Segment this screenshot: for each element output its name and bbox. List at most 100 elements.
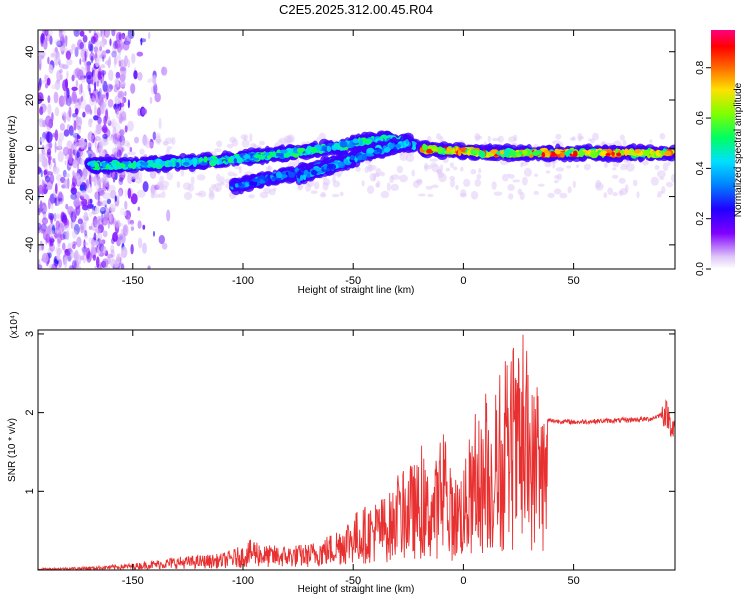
noise-blob (111, 121, 115, 128)
noise-blob (136, 51, 144, 57)
noise-blob (48, 198, 51, 210)
noise-blob (38, 118, 44, 123)
halo-blob (159, 175, 165, 183)
trace-blob (541, 152, 546, 158)
noise-blob (118, 60, 122, 67)
noise-blob (74, 108, 79, 115)
noise-blob (120, 67, 126, 72)
trace-blob (311, 169, 318, 176)
noise-blob (38, 226, 41, 234)
noise-blob (79, 137, 86, 150)
halo-blob (595, 182, 604, 191)
noise-blob (137, 237, 143, 249)
noise-blob (127, 99, 130, 109)
halo-blob (158, 193, 162, 199)
noise-blob (71, 181, 76, 192)
noise-blob (83, 239, 86, 249)
trace-blob (394, 144, 402, 148)
noise-blob (58, 132, 64, 142)
noise-blob (124, 188, 127, 198)
noise-blob (54, 79, 61, 91)
noise-blob (92, 254, 97, 261)
halo-blob (412, 180, 420, 189)
noise-blob (95, 93, 99, 103)
x-tick-label: -150 (122, 275, 144, 287)
noise-blob (115, 71, 121, 79)
spectrogram-frame (37, 29, 676, 270)
noise-blob (111, 30, 116, 37)
halo-blob (571, 136, 576, 142)
noise-blob (42, 79, 45, 85)
noise-blob (124, 200, 128, 210)
halo-blob (399, 152, 408, 161)
noise-blob (42, 33, 45, 40)
noise-blob (107, 99, 114, 108)
halo-blob (533, 190, 539, 195)
trace-blob (605, 152, 611, 157)
noise-blob (57, 56, 61, 62)
trace-blob (616, 152, 622, 157)
noise-blob (43, 158, 49, 170)
halo-blob (667, 161, 671, 166)
trace-blob (151, 163, 158, 168)
noise-blob (119, 111, 122, 121)
trace-blob (579, 151, 586, 155)
noise-blob (94, 206, 100, 214)
halo-blob (248, 194, 255, 199)
halo-blob (460, 166, 464, 172)
noise-blob (46, 225, 53, 234)
noise-blob (74, 250, 79, 262)
noise-blob (72, 149, 76, 156)
noise-blob (62, 96, 69, 106)
noise-blob (106, 173, 113, 178)
noise-blob (93, 74, 96, 83)
trace-blob (503, 151, 510, 156)
noise-blob (57, 181, 61, 186)
spectrogram-ticks: -150 -100 -50 0 50 -40 -20 0 20 40 (24, 30, 675, 287)
noise-blob (130, 244, 134, 255)
halo-blob (552, 160, 556, 169)
halo-blob (369, 172, 376, 182)
halo-blob (618, 177, 626, 184)
noise-blob (79, 58, 82, 65)
noise-blob (142, 242, 147, 254)
halo-blob (405, 154, 415, 162)
noise-blob (100, 70, 107, 76)
trace-blob (466, 149, 471, 156)
noise-blob (98, 201, 101, 207)
noise-blob (42, 233, 48, 240)
noise-blob (65, 50, 71, 60)
noise-blob (105, 30, 111, 38)
noise-blob (71, 74, 75, 82)
noise-blob (40, 137, 45, 143)
halo-blob (380, 171, 385, 177)
halo-blob (182, 182, 192, 191)
noise-blob (111, 50, 117, 58)
noise-blob (90, 43, 94, 54)
trace-blob (127, 163, 135, 169)
halo-blob (136, 171, 143, 180)
noise-blob (106, 198, 112, 205)
noise-blob (124, 55, 128, 67)
trace-blob (228, 157, 232, 163)
trace-blob (263, 152, 271, 156)
halo-blob (102, 139, 109, 146)
noise-blob (77, 122, 82, 134)
noise-blob (147, 78, 152, 84)
halo-blob (654, 165, 660, 170)
noise-blob (73, 199, 80, 207)
halo-blob (650, 176, 660, 186)
noise-blob (47, 56, 50, 65)
noise-blob (92, 88, 99, 95)
noise-blob (121, 34, 126, 44)
noise-blob (61, 111, 67, 117)
halo-blob (662, 162, 669, 172)
noise-blob (38, 207, 41, 216)
trace-blob (278, 174, 283, 178)
colorbar-ticks: 0.0 0.2 0.4 0.6 0.8 (695, 60, 711, 276)
halo-blob (241, 139, 250, 148)
noise-blob (147, 265, 151, 269)
halo-blob (559, 192, 568, 199)
noise-blob (71, 229, 78, 239)
halo-blob (460, 189, 467, 197)
